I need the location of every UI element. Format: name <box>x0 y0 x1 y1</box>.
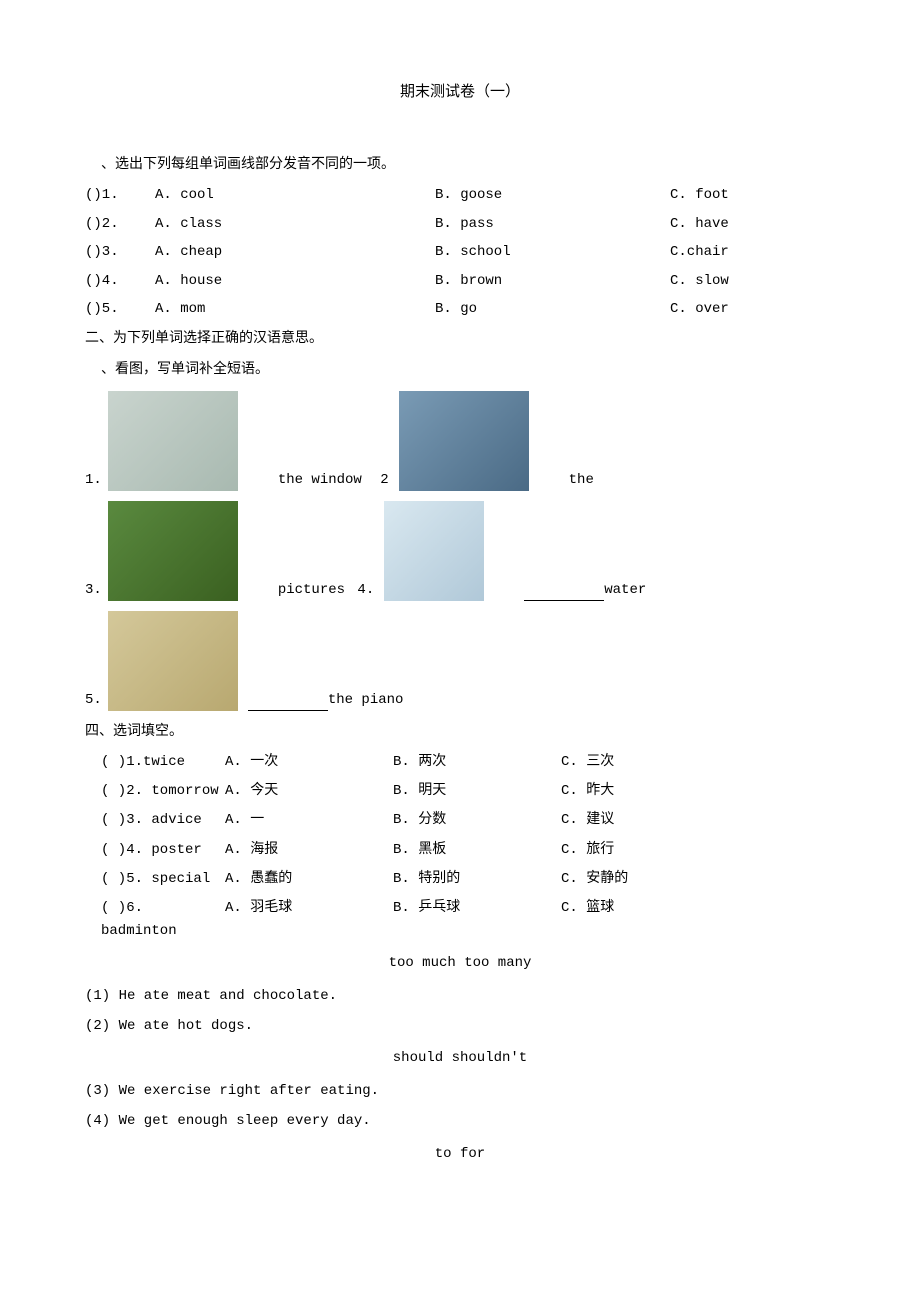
vocab-opt-b[interactable]: B. 特别的 <box>393 868 561 890</box>
blank-4[interactable] <box>524 587 604 601</box>
pic-text-1: the window <box>278 469 362 491</box>
mc-opt-c[interactable]: C. over <box>670 298 729 320</box>
section4-heading: 四、选词填空。 <box>85 721 835 743</box>
mc-opt-c[interactable]: C.chair <box>670 241 729 263</box>
vocab-row-3: ( )3. adviceA. 一B. 分数C. 建议 <box>85 809 835 831</box>
word-bank-2: should shouldn't <box>85 1047 835 1069</box>
mc-opt-a[interactable]: A. cool <box>155 184 435 206</box>
vocab-opt-a[interactable]: A. 羽毛球 <box>225 897 393 919</box>
vocab-num: ( )4. poster <box>85 839 225 861</box>
pic-row-2: 3. pictures 4. water <box>85 501 835 601</box>
pic-row-1: 1. the window 2 the <box>85 391 835 491</box>
vocab-opt-a[interactable]: A. 一 <box>225 809 393 831</box>
pic-text-2: the <box>569 469 594 491</box>
fill-2: (2) We ate hot dogs. <box>85 1015 835 1037</box>
mc-num: ()1. <box>85 184 155 206</box>
page-title: 期末测试卷（一） <box>85 80 835 104</box>
mc-opt-a[interactable]: A. mom <box>155 298 435 320</box>
pic-row-3: 5. the piano <box>85 611 835 711</box>
vocab-opt-a[interactable]: A. 今天 <box>225 780 393 802</box>
mc-opt-c[interactable]: C. have <box>670 213 729 235</box>
vocab-opt-a[interactable]: A. 海报 <box>225 839 393 861</box>
vocab-num: ( )1.twice <box>85 751 225 773</box>
mc-row-4: ()4.A. houseB. brownC. slow <box>85 270 835 292</box>
vocab-opt-b[interactable]: B. 两次 <box>393 751 561 773</box>
pic-image-3 <box>108 501 238 601</box>
vocab-opt-c[interactable]: C. 建议 <box>561 809 614 831</box>
mc-opt-b[interactable]: B. pass <box>435 213 670 235</box>
vocab-opt-c[interactable]: C. 昨大 <box>561 780 614 802</box>
vocab-opt-c[interactable]: C. 安静的 <box>561 868 628 890</box>
mc-opt-c[interactable]: C. slow <box>670 270 729 292</box>
vocab-row-4: ( )4. posterA. 海报B. 黑板C. 旅行 <box>85 839 835 861</box>
word-bank-3: to for <box>85 1143 835 1165</box>
pic-num-5: 5. <box>85 689 102 711</box>
pic-num-3: 3. <box>85 579 102 601</box>
mc-num: ()3. <box>85 241 155 263</box>
vocab-row-1: ( )1.twiceA. 一次B. 两次C. 三次 <box>85 751 835 773</box>
vocab-opt-a[interactable]: A. 一次 <box>225 751 393 773</box>
section2-heading: 二、为下列单词选择正确的汉语意思。 <box>85 328 835 350</box>
pic-num-4: 4. <box>349 579 374 601</box>
pic-num-1: 1. <box>85 469 102 491</box>
word-bank-1: too much too many <box>85 952 835 974</box>
vocab-opt-c[interactable]: C. 篮球 <box>561 897 614 919</box>
mc-opt-a[interactable]: A. class <box>155 213 435 235</box>
vocab-opt-b[interactable]: B. 黑板 <box>393 839 561 861</box>
fill-1: (1) He ate meat and chocolate. <box>85 985 835 1007</box>
mc-opt-b[interactable]: B. brown <box>435 270 670 292</box>
mc-opt-b[interactable]: B. school <box>435 241 670 263</box>
mc-row-5: ()5.A. momB. goC. over <box>85 298 835 320</box>
section2-sub: 、看图，写单词补全短语。 <box>101 359 835 381</box>
vocab-row-2: ( )2. tomorrowA. 今天B. 明天C. 昨大 <box>85 780 835 802</box>
section1-heading: 、选出下列每组单词画线部分发音不同的一项。 <box>101 154 835 176</box>
pic-num-2: 2 <box>372 469 389 491</box>
mc-num: ()4. <box>85 270 155 292</box>
vocab-num: ( )2. tomorrow <box>85 780 225 802</box>
mc-row-1: ()1.A. coolB. gooseC. foot <box>85 184 835 206</box>
pic-image-4 <box>384 501 484 601</box>
pic-text-5: the piano <box>328 689 404 711</box>
vocab-opt-c[interactable]: C. 旅行 <box>561 839 614 861</box>
mc-opt-a[interactable]: A. house <box>155 270 435 292</box>
mc-row-3: ()3.A. cheapB. schoolC.chair <box>85 241 835 263</box>
pic-text-3: pictures <box>278 579 345 601</box>
pic-image-2 <box>399 391 529 491</box>
mc-num: ()2. <box>85 213 155 235</box>
vocab-opt-a[interactable]: A. 愚蠢的 <box>225 868 393 890</box>
vocab-row-5: ( )5. specialA. 愚蠢的B. 特别的C. 安静的 <box>85 868 835 890</box>
vocab-num: ( )5. special <box>85 868 225 890</box>
mc-opt-b[interactable]: B. goose <box>435 184 670 206</box>
blank-5[interactable] <box>248 697 328 711</box>
pic-text-4: water <box>604 579 646 601</box>
mc-num: ()5. <box>85 298 155 320</box>
mc-opt-c[interactable]: C. foot <box>670 184 729 206</box>
pic-image-1 <box>108 391 238 491</box>
mc-row-2: ()2.A. classB. passC. have <box>85 213 835 235</box>
pic-image-5 <box>108 611 238 711</box>
mc-opt-a[interactable]: A. cheap <box>155 241 435 263</box>
fill-3: (3) We exercise right after eating. <box>85 1080 835 1102</box>
fill-4: (4) We get enough sleep every day. <box>85 1110 835 1132</box>
vocab-opt-c[interactable]: C. 三次 <box>561 751 614 773</box>
vocab-num: ( )6. badminton <box>85 897 225 942</box>
vocab-num: ( )3. advice <box>85 809 225 831</box>
vocab-opt-b[interactable]: B. 明天 <box>393 780 561 802</box>
vocab-row-6: ( )6. badmintonA. 羽毛球B. 乒乓球C. 篮球 <box>85 897 835 942</box>
mc-opt-b[interactable]: B. go <box>435 298 670 320</box>
vocab-opt-b[interactable]: B. 分数 <box>393 809 561 831</box>
vocab-opt-b[interactable]: B. 乒乓球 <box>393 897 561 919</box>
